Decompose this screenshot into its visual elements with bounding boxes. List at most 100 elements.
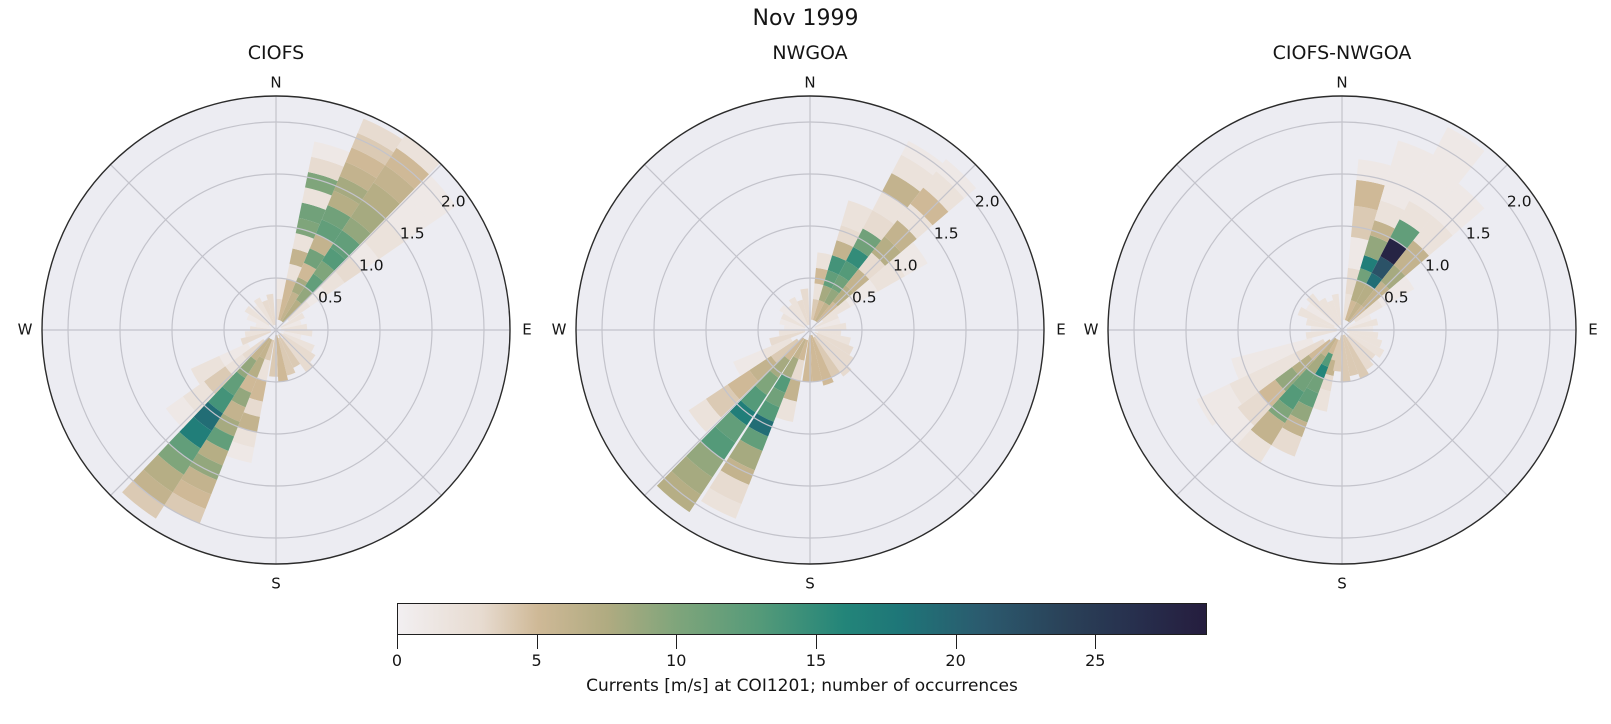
rose-petal-segment: [1305, 318, 1338, 330]
rose-petal-segment: [242, 339, 266, 361]
rose-petal-segment: [1266, 352, 1301, 380]
rose-petal-segment: [1271, 337, 1314, 362]
compass-label-n: N: [270, 74, 281, 92]
rose-petal-segment: [727, 370, 759, 400]
rose-petal-segment: [1348, 333, 1385, 358]
compass-label-s: S: [805, 575, 815, 591]
rose-petal-segment: [339, 161, 377, 192]
rose-petal-segment: [838, 260, 859, 282]
rose-petal-segment: [740, 426, 769, 451]
rose-petal-segment: [122, 480, 165, 519]
rose-petal-segment: [1328, 338, 1339, 355]
rose-petal-segment: [1364, 235, 1388, 261]
rose-petal-segment: [788, 296, 808, 326]
colorbar-tick: [536, 635, 538, 649]
rose-petal-segment: [164, 492, 206, 524]
rose-petal-segment: [1333, 335, 1342, 372]
rose-petal-segment: [246, 314, 272, 329]
rose-petal-segment: [132, 469, 173, 506]
rose-petal-segment: [1346, 302, 1362, 322]
polar-spine: [1107, 95, 1577, 565]
radial-tick-label: 1.0: [1425, 256, 1450, 274]
rose-petal-segment: [841, 200, 873, 234]
rose-petal-segment: [281, 299, 302, 323]
rose-petal-segment: [315, 219, 343, 244]
rose-petal-segment: [705, 384, 740, 418]
rose-petal-segment: [831, 274, 849, 294]
rose-petal-segment: [279, 291, 299, 322]
rose-petal-segment: [255, 323, 272, 330]
rose-petal-segment: [373, 165, 415, 204]
rose-petal-segment: [249, 378, 267, 402]
rose-petal-segment: [1319, 297, 1340, 326]
subplot-title-ciofs: CIOFS: [247, 42, 305, 64]
rose-petal-segment: [333, 176, 368, 205]
grid-spoke: [1176, 164, 1343, 331]
rose-petal-segment: [818, 285, 832, 303]
rose-petal-segment: [232, 426, 258, 448]
rose-petal-segment: [362, 182, 400, 219]
rose-petal-segment: [321, 247, 346, 271]
rose-petal-segment: [1390, 219, 1420, 249]
compass-label-w: W: [552, 321, 567, 339]
rose-petal-segment: [814, 318, 841, 329]
rose-petal-segment: [309, 233, 334, 257]
rose-petal-segment: [1438, 127, 1485, 168]
rose-petal-segment: [357, 118, 403, 153]
colorbar-gradient: [397, 603, 1207, 635]
rose-petal-segment: [862, 210, 895, 241]
rose-petal-segment: [1306, 374, 1324, 394]
rose-petal-segment: [858, 252, 886, 280]
rose-petal-segment: [1371, 256, 1394, 280]
radial-tick-label: 1.5: [934, 224, 959, 242]
colorbar-tick-label: 10: [666, 651, 687, 670]
rose-petal-segment: [1319, 373, 1334, 392]
rose-petal-segment: [1413, 216, 1453, 256]
rose-petal-segment: [172, 479, 212, 510]
rose-petal-segment: [821, 299, 851, 323]
rose-petal-segment: [1346, 336, 1374, 370]
rose-petal-segment: [1409, 173, 1453, 217]
rose-petal-segment: [1380, 237, 1407, 265]
rose-petal-segment: [222, 371, 246, 396]
rose-petal-segment: [1295, 338, 1326, 361]
rose-petal-segment: [1340, 335, 1351, 382]
rose-petal-segment: [882, 173, 921, 208]
rose-petal-segment: [1380, 264, 1406, 290]
rose-petal-segment: [923, 171, 965, 212]
rose-petal-segment: [846, 246, 869, 269]
rose-petal-segment: [1353, 179, 1385, 211]
rose-petal-segment: [190, 355, 226, 385]
rose-petal-segment: [1350, 205, 1378, 241]
rose-petal-segment: [797, 299, 809, 326]
rose-petal-segment: [1237, 391, 1272, 426]
rose-petal-segment: [815, 322, 847, 330]
polar-subplot-nwgoa: NWGOA N E S W 0.5 1.0 1.5 2.0: [550, 42, 1070, 591]
compass-label-w: W: [1084, 321, 1099, 339]
rose-petal-segment: [748, 413, 774, 437]
rose-petal-segment: [1320, 337, 1337, 357]
grid-spoke: [1341, 329, 1508, 496]
rose-petal-segment: [219, 342, 251, 367]
rose-petal-segment: [281, 323, 308, 330]
rose-petal-segment: [298, 202, 326, 225]
rose-petal-segment: [311, 141, 350, 167]
rose-petal-segment: [280, 312, 305, 329]
grid-spoke: [809, 329, 976, 496]
radial-tick-label: 2.0: [1507, 192, 1532, 210]
rose-petal-segment: [728, 439, 763, 471]
rose-petal-segment: [1292, 368, 1315, 393]
rose-petal-segment: [1432, 183, 1485, 236]
rose-petal-segment: [1345, 333, 1376, 361]
rose-petal-segment: [815, 329, 842, 336]
rose-petal-segment: [755, 370, 779, 396]
rose-petal-segment: [1393, 240, 1429, 276]
rose-petal-segment: [179, 416, 212, 449]
rose-petal-segment: [1278, 383, 1304, 410]
rose-petal-segment: [1250, 410, 1285, 446]
rose-petal-segment: [231, 387, 252, 408]
rose-petal-segment: [276, 335, 289, 382]
rose-petal-segment: [207, 386, 235, 414]
rose-petal-segment: [1377, 275, 1415, 307]
rose-petal-segment: [814, 312, 839, 329]
